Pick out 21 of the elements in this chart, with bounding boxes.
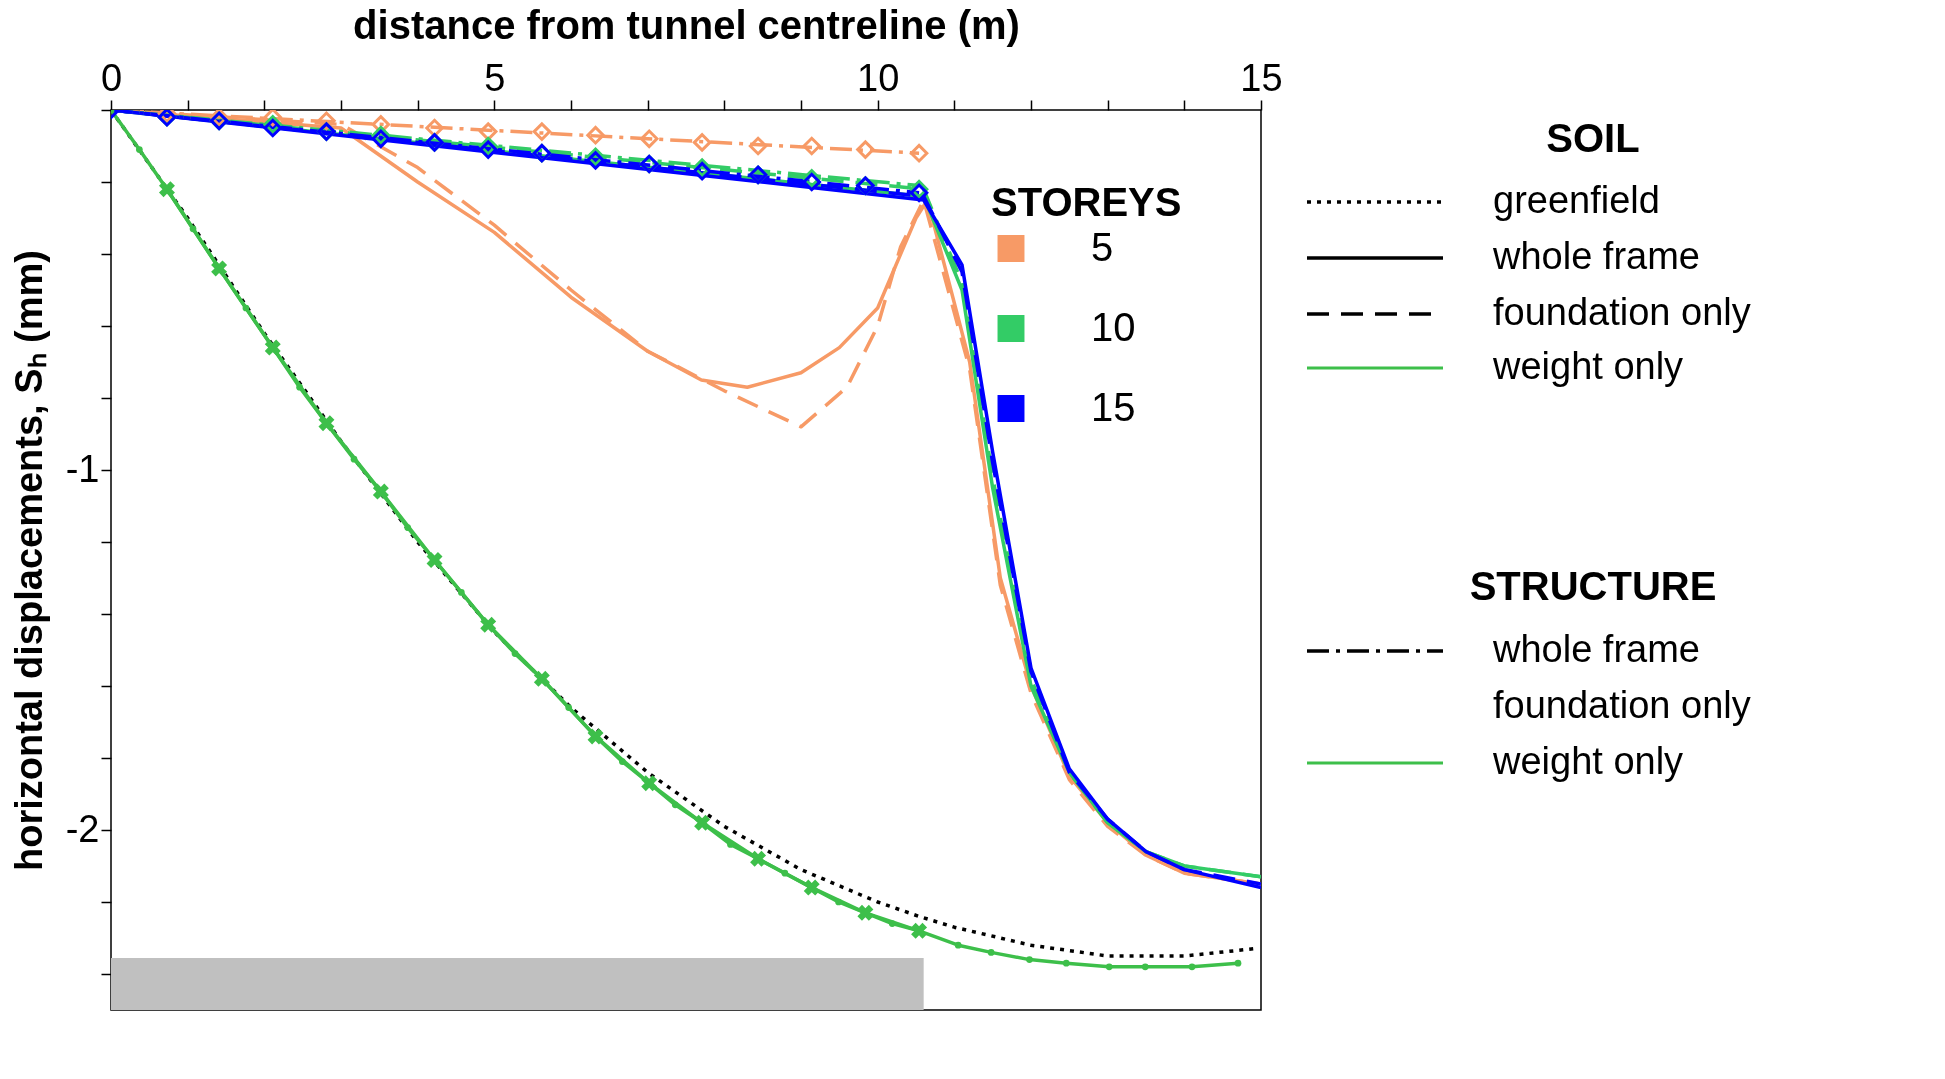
x-tick-label: 10 (857, 56, 900, 99)
text: foundation only (1493, 291, 1751, 333)
x-axis-title: distance from tunnel centreline (m) (353, 2, 1020, 47)
text: weight only (1492, 345, 1684, 387)
legend-label: 10 (1091, 304, 1136, 349)
x-tick-label: 0 (100, 56, 123, 99)
x-tick-label: 5 (484, 56, 506, 99)
text: weight only (1492, 740, 1684, 782)
text: greenfield (1493, 179, 1660, 221)
y-axis-title: horizontal displacements, Sₕ (mm) (7, 250, 50, 871)
text: SOIL (1546, 116, 1640, 160)
y-tick-label: -1 (65, 447, 100, 490)
x-tick-label: 15 (1240, 56, 1283, 99)
legend-label: 5 (1091, 224, 1114, 269)
legend-title: STOREYS (991, 179, 1182, 224)
text: whole frame (1492, 628, 1700, 670)
text: foundation only (1493, 684, 1751, 726)
legend-label: 15 (1091, 384, 1136, 429)
text: STRUCTURE (1469, 564, 1717, 608)
y-tick-label: -2 (65, 807, 100, 850)
text: whole frame (1492, 235, 1700, 277)
